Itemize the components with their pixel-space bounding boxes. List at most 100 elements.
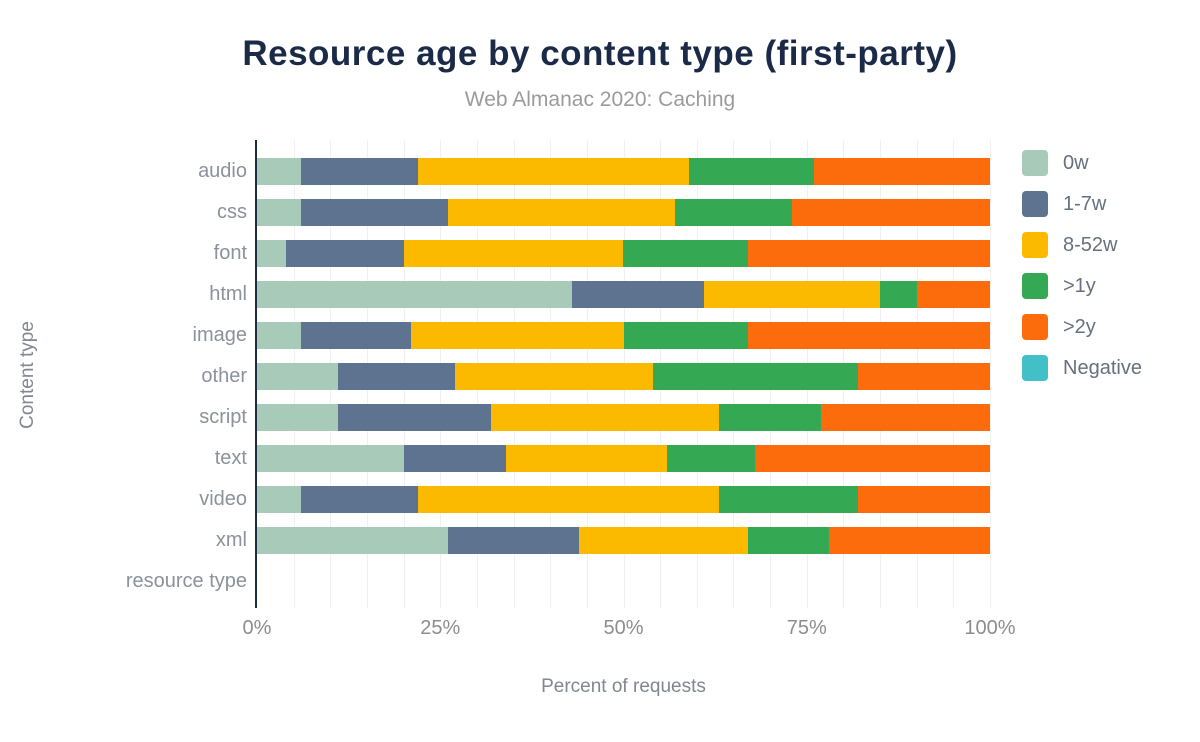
x-tick-label: 50% [603, 617, 644, 639]
bar-segment->2y[interactable] [792, 199, 990, 226]
bar-row-text [257, 438, 990, 479]
bar-segment->1y[interactable] [879, 281, 917, 308]
legend-swatch-icon [1022, 273, 1048, 299]
bar-segment-1-7w[interactable] [337, 363, 455, 390]
bar-segment->1y[interactable] [689, 158, 815, 185]
bar-segment-0w[interactable] [257, 281, 573, 308]
x-tick-label: 25% [420, 617, 461, 639]
x-tick-label: 75% [786, 617, 827, 639]
bar-segment-8-52w[interactable] [418, 486, 719, 513]
bar-segment-0w[interactable] [257, 158, 301, 185]
bar-segment->2y[interactable] [821, 404, 990, 431]
legend-swatch-icon [1022, 355, 1048, 381]
plot-area [257, 140, 991, 608]
bar-segment-0w[interactable] [257, 486, 301, 513]
bar-segment-0w[interactable] [257, 322, 301, 349]
category-label-script: script [199, 406, 247, 428]
category-label-css: css [217, 201, 247, 223]
bar-segment->2y[interactable] [755, 445, 990, 472]
category-label-video: video [199, 488, 247, 510]
bar-segment-1-7w[interactable] [301, 322, 411, 349]
legend-item-8-52w[interactable]: 8-52w [1022, 232, 1117, 273]
legend-label: >1y [1063, 275, 1096, 297]
bar-track [257, 445, 990, 472]
bar-track [257, 281, 990, 308]
category-label-html: html [209, 283, 247, 305]
bar-track [257, 404, 990, 431]
legend-label: 0w [1063, 152, 1089, 174]
bar-segment->2y[interactable] [916, 281, 990, 308]
category-label-image: image [192, 324, 247, 346]
bar-segment->2y[interactable] [814, 158, 990, 185]
legend-swatch-icon [1022, 314, 1048, 340]
bar-row-other [257, 356, 990, 397]
bar-segment-0w[interactable] [257, 240, 287, 267]
bar-segment->2y[interactable] [857, 363, 990, 390]
bar-segment->1y[interactable] [667, 445, 756, 472]
bar-segment-1-7w[interactable] [301, 158, 419, 185]
category-label-other: other [201, 365, 247, 387]
y-axis-title: Content type [17, 321, 38, 429]
bar-segment-1-7w[interactable] [301, 486, 419, 513]
bar-segment-0w[interactable] [257, 363, 338, 390]
bar-segment-1-7w[interactable] [403, 445, 507, 472]
bar-segment-1-7w[interactable] [572, 281, 705, 308]
category-label-text: text [214, 447, 247, 469]
bar-segment-8-52w[interactable] [491, 404, 719, 431]
category-label-resource-type: resource type [125, 570, 247, 592]
bar-segment-0w[interactable] [257, 527, 448, 554]
bar-row-video [257, 479, 990, 520]
category-label-xml: xml [215, 529, 247, 551]
bar-track [257, 322, 990, 349]
bar-row-html [257, 274, 990, 315]
gridline [990, 140, 991, 608]
legend-label: 1-7w [1063, 193, 1107, 215]
chart-title: Resource age by content type (first-part… [242, 34, 958, 73]
legend-item-0w[interactable]: 0w [1022, 150, 1089, 191]
bar-track [257, 527, 990, 554]
bar-segment-8-52w[interactable] [418, 158, 690, 185]
bar-segment->1y[interactable] [623, 240, 749, 267]
bar-segment->2y[interactable] [858, 486, 990, 513]
bar-segment->1y[interactable] [623, 322, 749, 349]
bar-segment-0w[interactable] [257, 445, 404, 472]
bar-segment-0w[interactable] [257, 404, 338, 431]
bar-row-audio [257, 151, 990, 192]
legend-label: >2y [1063, 316, 1096, 338]
bar-segment-8-52w[interactable] [506, 445, 668, 472]
y-axis-line [255, 140, 257, 608]
category-label-font: font [213, 242, 247, 264]
bar-segment-8-52w[interactable] [403, 240, 624, 267]
bar-segment->2y[interactable] [748, 240, 990, 267]
bar-row-css [257, 192, 990, 233]
legend-item->2y[interactable]: >2y [1022, 314, 1096, 355]
bar-row-font [257, 233, 990, 274]
legend-item-1-7w[interactable]: 1-7w [1022, 191, 1106, 232]
bar-segment->2y[interactable] [748, 322, 990, 349]
legend-item-Negative[interactable]: Negative [1022, 355, 1142, 396]
x-tick-label: 100% [964, 617, 1016, 639]
bar-segment->2y[interactable] [828, 527, 990, 554]
bar-segment->1y[interactable] [748, 527, 829, 554]
bar-segment-8-52w[interactable] [704, 281, 880, 308]
bar-row-resource-type [257, 561, 990, 602]
bar-segment-0w[interactable] [257, 199, 301, 226]
bar-segment-1-7w[interactable] [337, 404, 492, 431]
bar-track [257, 363, 990, 390]
bar-segment->1y[interactable] [718, 404, 822, 431]
bar-track [257, 199, 990, 226]
bar-segment->1y[interactable] [652, 363, 858, 390]
bar-segment-8-52w[interactable] [447, 199, 675, 226]
bar-segment->1y[interactable] [718, 486, 859, 513]
bar-segment-1-7w[interactable] [447, 527, 580, 554]
bar-segment-8-52w[interactable] [410, 322, 624, 349]
bar-segment-1-7w[interactable] [301, 199, 448, 226]
bar-segment-8-52w[interactable] [579, 527, 749, 554]
bar-segment-8-52w[interactable] [454, 363, 653, 390]
category-label-audio: audio [198, 160, 247, 182]
bar-segment-1-7w[interactable] [286, 240, 404, 267]
bar-track [257, 486, 990, 513]
bar-segment->1y[interactable] [674, 199, 793, 226]
legend-item->1y[interactable]: >1y [1022, 273, 1096, 314]
